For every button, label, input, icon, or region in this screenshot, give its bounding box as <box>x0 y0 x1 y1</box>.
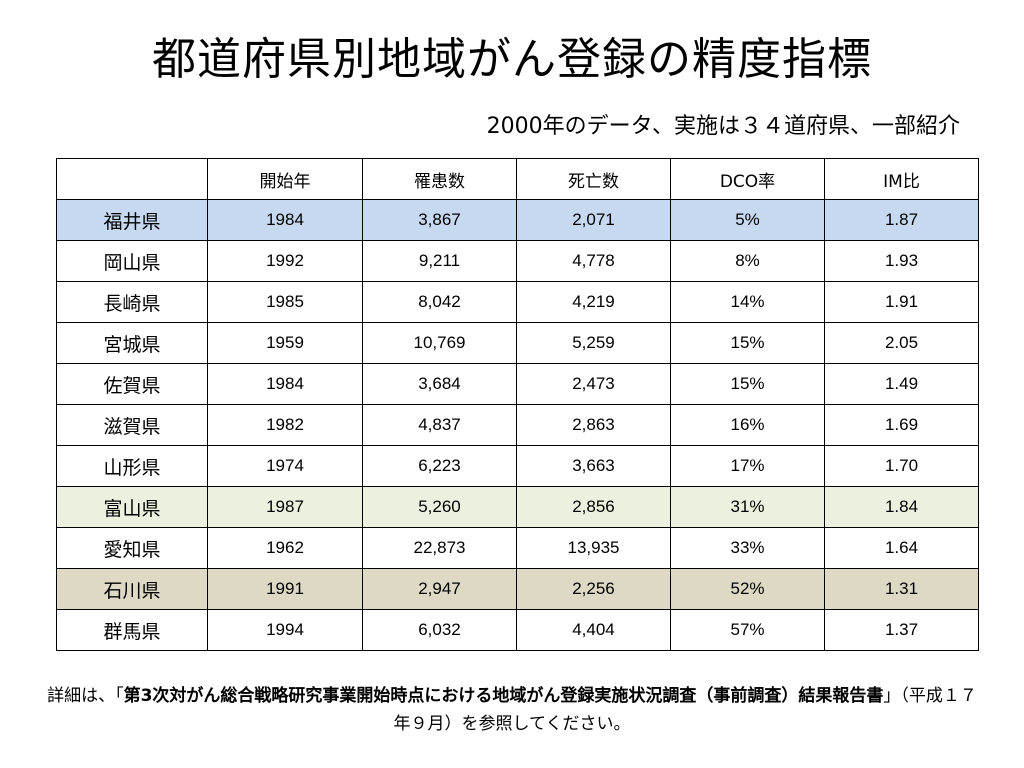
cell-deaths: 2,856 <box>516 486 671 528</box>
table-row: 群馬県 1994 6,032 4,404 57% 1.37 <box>56 609 979 651</box>
cell-im-ratio: 1.31 <box>824 568 979 610</box>
cell-dco-rate: 52% <box>670 568 825 610</box>
table-row: 山形県 1974 6,223 3,663 17% 1.70 <box>56 445 979 487</box>
cell-incidence: 22,873 <box>362 527 517 569</box>
cell-dco-rate: 15% <box>670 322 825 364</box>
cell-start-year: 1992 <box>207 240 363 282</box>
table-row: 富山県 1987 5,260 2,856 31% 1.84 <box>56 486 979 528</box>
cell-incidence: 3,867 <box>362 199 517 241</box>
cell-incidence: 8,042 <box>362 281 517 323</box>
table-body: 福井県 1984 3,867 2,071 5% 1.87 岡山県 1992 9,211 4,778… <box>56 199 979 651</box>
cell-prefecture: 愛知県 <box>56 527 208 569</box>
table-row: 石川県 1991 2,947 2,256 52% 1.31 <box>56 568 979 610</box>
cell-incidence: 3,684 <box>362 363 517 405</box>
cell-im-ratio: 1.93 <box>824 240 979 282</box>
cell-im-ratio: 1.91 <box>824 281 979 323</box>
cell-deaths: 3,663 <box>516 445 671 487</box>
cell-im-ratio: 1.69 <box>824 404 979 446</box>
cell-incidence: 2,947 <box>362 568 517 610</box>
cell-start-year: 1974 <box>207 445 363 487</box>
cell-prefecture: 長崎県 <box>56 281 208 323</box>
header-im-ratio: IM比 <box>824 158 979 200</box>
cell-start-year: 1991 <box>207 568 363 610</box>
cell-incidence: 4,837 <box>362 404 517 446</box>
header-deaths: 死亡数 <box>516 158 671 200</box>
cell-deaths: 2,863 <box>516 404 671 446</box>
cell-dco-rate: 5% <box>670 199 825 241</box>
table-row: 宮城県 1959 10,769 5,259 15% 2.05 <box>56 322 979 364</box>
slide-subtitle: 2000年のデータ、実施は３４道府県、一部紹介 <box>486 114 960 139</box>
cancer-registry-table: 開始年 罹患数 死亡数 DCO率 IM比 福井県 1984 3,867 2,071 5%… <box>56 158 979 651</box>
table-row: 愛知県 1962 22,873 13,935 33% 1.64 <box>56 527 979 569</box>
header-start-year: 開始年 <box>207 158 363 200</box>
cell-deaths: 2,071 <box>516 199 671 241</box>
cell-start-year: 1959 <box>207 322 363 364</box>
cell-im-ratio: 1.37 <box>824 609 979 651</box>
cell-im-ratio: 1.84 <box>824 486 979 528</box>
cell-deaths: 2,256 <box>516 568 671 610</box>
cell-incidence: 5,260 <box>362 486 517 528</box>
cell-incidence: 6,032 <box>362 609 517 651</box>
footnote: 詳細は、「第3次対がん総合戦略研究事業開始時点における地域がん登録実施状況調査（… <box>40 682 984 738</box>
cell-start-year: 1962 <box>207 527 363 569</box>
cell-prefecture: 山形県 <box>56 445 208 487</box>
cell-dco-rate: 31% <box>670 486 825 528</box>
cell-dco-rate: 8% <box>670 240 825 282</box>
cell-im-ratio: 1.64 <box>824 527 979 569</box>
footnote-suffix: 」（平成１７年９月）を参照してください。 <box>393 686 977 734</box>
cell-incidence: 10,769 <box>362 322 517 364</box>
cell-deaths: 4,778 <box>516 240 671 282</box>
cell-im-ratio: 1.87 <box>824 199 979 241</box>
cell-incidence: 9,211 <box>362 240 517 282</box>
header-prefecture <box>56 158 208 200</box>
cell-prefecture: 群馬県 <box>56 609 208 651</box>
table-row: 滋賀県 1982 4,837 2,863 16% 1.69 <box>56 404 979 446</box>
header-incidence: 罹患数 <box>362 158 517 200</box>
cell-deaths: 4,404 <box>516 609 671 651</box>
cell-prefecture: 滋賀県 <box>56 404 208 446</box>
cell-dco-rate: 33% <box>670 527 825 569</box>
cell-deaths: 4,219 <box>516 281 671 323</box>
cell-start-year: 1994 <box>207 609 363 651</box>
cell-start-year: 1982 <box>207 404 363 446</box>
cell-start-year: 1987 <box>207 486 363 528</box>
table-row: 福井県 1984 3,867 2,071 5% 1.87 <box>56 199 979 241</box>
cell-start-year: 1985 <box>207 281 363 323</box>
cell-prefecture: 石川県 <box>56 568 208 610</box>
cell-im-ratio: 2.05 <box>824 322 979 364</box>
cell-dco-rate: 57% <box>670 609 825 651</box>
table-row: 佐賀県 1984 3,684 2,473 15% 1.49 <box>56 363 979 405</box>
cell-dco-rate: 15% <box>670 363 825 405</box>
cell-dco-rate: 14% <box>670 281 825 323</box>
table-row: 岡山県 1992 9,211 4,778 8% 1.93 <box>56 240 979 282</box>
table-row: 長崎県 1985 8,042 4,219 14% 1.91 <box>56 281 979 323</box>
header-dco-rate: DCO率 <box>670 158 825 200</box>
cell-deaths: 2,473 <box>516 363 671 405</box>
cell-start-year: 1984 <box>207 199 363 241</box>
cell-prefecture: 福井県 <box>56 199 208 241</box>
cell-im-ratio: 1.49 <box>824 363 979 405</box>
footnote-prefix: 詳細は、「 <box>47 686 124 706</box>
table-header-row: 開始年 罹患数 死亡数 DCO率 IM比 <box>56 158 979 200</box>
cell-start-year: 1984 <box>207 363 363 405</box>
cell-prefecture: 富山県 <box>56 486 208 528</box>
cell-dco-rate: 16% <box>670 404 825 446</box>
cell-incidence: 6,223 <box>362 445 517 487</box>
cell-deaths: 13,935 <box>516 527 671 569</box>
cell-prefecture: 佐賀県 <box>56 363 208 405</box>
cell-im-ratio: 1.70 <box>824 445 979 487</box>
cell-dco-rate: 17% <box>670 445 825 487</box>
cell-deaths: 5,259 <box>516 322 671 364</box>
footnote-report-title: 第3次対がん総合戦略研究事業開始時点における地域がん登録実施状況調査（事前調査）… <box>123 686 884 706</box>
cell-prefecture: 岡山県 <box>56 240 208 282</box>
slide-title: 都道府県別地域がん登録の精度指標 <box>152 34 872 85</box>
cell-prefecture: 宮城県 <box>56 322 208 364</box>
